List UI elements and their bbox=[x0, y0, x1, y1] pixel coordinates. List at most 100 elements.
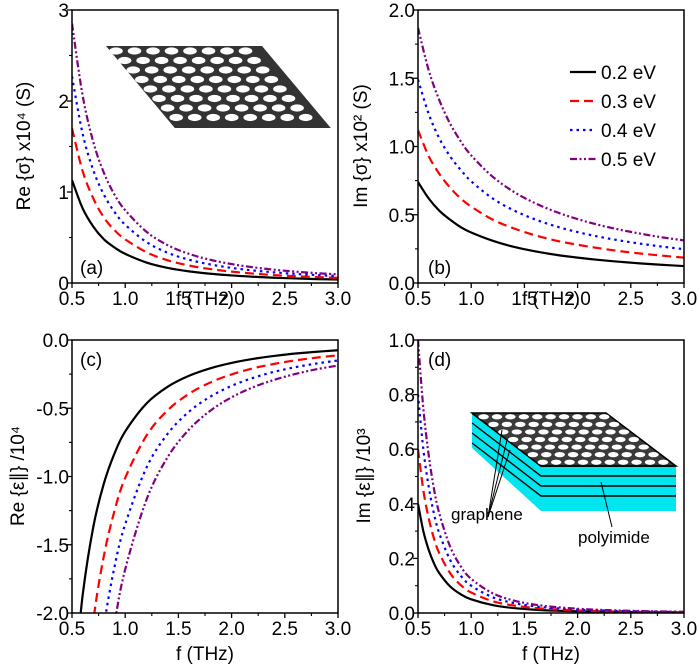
graphene-lattice-inset bbox=[106, 46, 331, 128]
series-line-0p4-eV bbox=[72, 76, 338, 278]
lattice-hole bbox=[631, 459, 642, 465]
lattice-hole bbox=[179, 104, 193, 112]
lattice-hole bbox=[247, 56, 261, 65]
lattice-hole bbox=[615, 436, 626, 443]
x-axis-title-b: f (THz) bbox=[522, 289, 580, 310]
lattice-hole bbox=[617, 459, 629, 465]
lattice-hole bbox=[146, 47, 160, 55]
lattice-hole bbox=[224, 113, 239, 122]
lattice-hole bbox=[199, 85, 213, 93]
series-line-0p4-eV bbox=[104, 359, 338, 613]
lattice-hole bbox=[190, 75, 205, 84]
lattice-hole bbox=[236, 85, 250, 93]
xtick-label: 0.5 bbox=[59, 619, 85, 640]
lattice-hole bbox=[604, 459, 615, 465]
ytick-label: 0.8 bbox=[389, 386, 415, 407]
lattice-hole bbox=[541, 421, 553, 427]
lattice-hole bbox=[152, 94, 166, 103]
lattice-hole bbox=[558, 414, 570, 420]
ytick-label: 0.2 bbox=[389, 549, 415, 570]
lattice-hole bbox=[518, 414, 530, 420]
legend-label: 0.2 eV bbox=[601, 63, 656, 84]
lattice-hole bbox=[135, 75, 149, 84]
lattice-hole bbox=[207, 94, 222, 103]
lattice-hole bbox=[187, 113, 202, 122]
graphene-layer-line bbox=[471, 422, 676, 477]
xtick-label: 3.0 bbox=[325, 289, 351, 310]
lattice-hole bbox=[608, 421, 620, 427]
series-line-0p5-eV bbox=[418, 27, 684, 242]
series-line-0p5-eV bbox=[418, 340, 684, 613]
lattice-hole bbox=[567, 452, 579, 458]
curves-d bbox=[418, 340, 684, 613]
annotation-pointer bbox=[487, 449, 511, 518]
lattice-hole bbox=[164, 47, 179, 55]
lattice-hole bbox=[548, 436, 559, 443]
ytick-label: -1.5 bbox=[36, 536, 69, 557]
lattice-hole bbox=[126, 66, 140, 74]
lattice-hole bbox=[582, 421, 593, 427]
lattice-hole bbox=[498, 429, 509, 435]
legend: 0.2 eV 0.3 eV 0.4 eV 0.5 eV bbox=[570, 63, 656, 171]
series-line-0p3-eV bbox=[418, 129, 684, 259]
lattice-hole bbox=[505, 414, 516, 420]
xtick-label: 3.0 bbox=[325, 619, 351, 640]
lattice-hole bbox=[588, 436, 599, 443]
lattice-hole bbox=[585, 414, 597, 420]
graphene-layer-line bbox=[471, 442, 676, 497]
lattice-hole bbox=[280, 113, 295, 122]
lattice-hole bbox=[572, 414, 583, 420]
lattice-hole bbox=[517, 444, 529, 450]
polyimide-label: polyimide bbox=[578, 528, 650, 547]
lattice-hole bbox=[209, 75, 223, 84]
lattice-hole bbox=[591, 459, 602, 465]
lattice-hole bbox=[541, 452, 552, 458]
lattice-hole bbox=[555, 421, 566, 427]
xtick-label: 2.0 bbox=[564, 619, 590, 640]
curves-c bbox=[79, 349, 338, 613]
lattice-hole bbox=[216, 104, 230, 112]
lattice-hole bbox=[210, 56, 224, 65]
lattice-hole bbox=[228, 56, 243, 65]
lattice-hole bbox=[234, 104, 249, 112]
x-axis-title-d: f (THz) bbox=[522, 644, 580, 665]
xtick-label: 2.0 bbox=[218, 289, 244, 310]
lattice-hole bbox=[532, 414, 543, 420]
ytick-label: 2.0 bbox=[389, 1, 415, 22]
lattice-hole bbox=[253, 104, 267, 112]
xtick-label: 3.0 bbox=[671, 289, 697, 310]
lattice-hole bbox=[180, 85, 195, 93]
lattice-hole bbox=[290, 104, 304, 112]
series-line-0p4-eV bbox=[418, 79, 684, 251]
xtick-label: 2.0 bbox=[218, 619, 244, 640]
lattice-hole bbox=[200, 66, 214, 74]
y-axis-title-c: Re {ε∥} /10⁴ bbox=[8, 426, 29, 526]
graphene-layer-line bbox=[471, 432, 676, 487]
lattice-hole bbox=[531, 444, 542, 450]
lattice-hole bbox=[206, 113, 220, 122]
ticks-b bbox=[413, 9, 685, 288]
lattice-hole bbox=[561, 436, 572, 443]
lattice-hole bbox=[136, 56, 150, 65]
lattice-hole bbox=[508, 436, 519, 443]
xtick-label: 1.5 bbox=[511, 619, 537, 640]
xtick-label: 1.5 bbox=[165, 289, 191, 310]
lattice-hole bbox=[218, 66, 233, 74]
lattice-hole bbox=[127, 47, 142, 55]
ytick-label: 1.5 bbox=[389, 69, 415, 90]
series-line-0p2-eV bbox=[418, 181, 684, 268]
lattice-hole bbox=[154, 56, 169, 65]
lattice-hole bbox=[217, 85, 232, 93]
lattice-hole bbox=[144, 66, 159, 74]
lattice-hole bbox=[599, 414, 610, 420]
substrate-front-face bbox=[541, 466, 676, 511]
graphene-label: graphene bbox=[451, 505, 523, 524]
ytick-label: 2 bbox=[58, 92, 69, 113]
lattice-hole bbox=[183, 47, 197, 55]
series-line-0p2-eV bbox=[72, 179, 338, 281]
ytick-label: 1.0 bbox=[389, 138, 415, 159]
lattice-hole bbox=[528, 421, 539, 427]
ytick-label: 0.6 bbox=[389, 440, 415, 461]
xtick-label: 2.0 bbox=[564, 289, 590, 310]
